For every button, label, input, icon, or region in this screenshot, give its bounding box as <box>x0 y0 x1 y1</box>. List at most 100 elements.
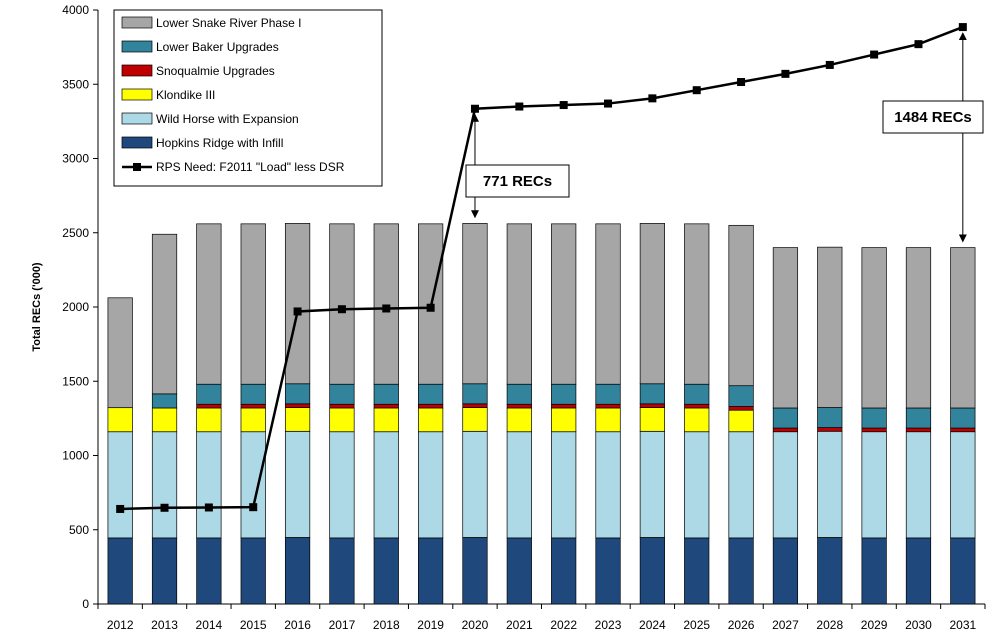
bar-segment <box>373 407 399 433</box>
bar-segment <box>462 537 488 605</box>
bar-segment <box>196 537 222 605</box>
legend-swatch <box>121 40 153 53</box>
bar-segment <box>284 430 311 538</box>
bar-segment <box>950 431 976 539</box>
bar-segment <box>684 537 710 605</box>
bar-segment <box>418 383 444 405</box>
legend-line-marker <box>133 163 141 171</box>
bar-segment <box>861 537 887 605</box>
bar-segment <box>684 407 710 433</box>
bar-segment <box>151 233 178 395</box>
rps-need-marker <box>737 78 746 87</box>
rps-need-marker <box>692 86 701 95</box>
bar-segment <box>284 537 311 605</box>
legend-label: Hopkins Ridge with Infill <box>156 136 283 150</box>
x-tick-label: 2013 <box>151 618 178 632</box>
rps-need-marker <box>337 305 346 314</box>
bar-segment <box>950 247 976 409</box>
x-tick-label: 2023 <box>595 618 622 632</box>
bar-segment <box>506 403 532 409</box>
bar-segment <box>373 537 399 605</box>
bar-segment <box>684 403 710 409</box>
bar-segment <box>373 383 399 405</box>
y-axis-label: Total RECs ('000) <box>31 262 43 352</box>
bar-segment <box>905 407 932 429</box>
bar-segment <box>728 385 754 407</box>
y-tick-label: 2500 <box>62 226 89 240</box>
legend-box <box>113 9 383 187</box>
bar-segment <box>728 409 754 433</box>
rps-need-marker <box>426 303 435 312</box>
bar-segment <box>196 403 222 409</box>
rps-need-marker <box>914 40 923 49</box>
bar-segment <box>373 431 399 539</box>
bar-segment <box>196 431 222 539</box>
x-tick-label: 2014 <box>196 618 223 632</box>
bar-segment <box>595 383 621 405</box>
bar-segment <box>240 223 266 385</box>
rps-need-marker <box>160 503 169 512</box>
bar-segment <box>196 383 222 405</box>
y-tick-label: 3500 <box>62 77 89 91</box>
bar-segment <box>639 383 665 405</box>
x-tick-label: 2020 <box>462 618 489 632</box>
bar-segment <box>462 430 488 538</box>
bar-segment <box>418 403 444 409</box>
bar-segment <box>151 537 178 605</box>
bar-segment <box>551 407 577 433</box>
bar-segment <box>861 247 887 409</box>
bar-segment <box>418 431 444 539</box>
rps-need-marker <box>870 50 879 59</box>
bar-segment <box>240 383 266 405</box>
rps-need-marker <box>293 307 302 316</box>
bar-segment <box>107 537 133 605</box>
bar-segment <box>950 427 976 433</box>
bar-segment <box>728 224 754 387</box>
bar-segment <box>861 427 887 433</box>
bar-segment <box>107 407 133 433</box>
bar-segment <box>551 431 577 539</box>
bar-segment <box>329 383 355 405</box>
bar-segment <box>950 537 976 605</box>
rps-need-marker <box>648 94 657 103</box>
bar-segment <box>905 427 932 433</box>
y-tick-label: 2000 <box>62 300 89 314</box>
bar-segment <box>551 537 577 605</box>
bar-segment <box>418 407 444 433</box>
bar-segment <box>284 407 311 432</box>
bar-segment <box>772 247 799 409</box>
rps-need-marker <box>382 304 391 313</box>
bar-segment <box>639 430 665 538</box>
bar-segment <box>462 223 488 385</box>
bar-segment <box>905 431 932 539</box>
legend-label: RPS Need: F2011 "Load" less DSR <box>156 160 345 174</box>
bar-segment <box>240 431 266 539</box>
bar-segment <box>373 403 399 409</box>
x-tick-label: 2025 <box>683 618 710 632</box>
bar-segment <box>817 246 843 408</box>
bar-segment <box>639 223 665 385</box>
annotation-label: 771 RECs <box>483 173 552 190</box>
bar-segment <box>462 403 488 408</box>
bar-segment <box>861 407 887 429</box>
rps-need-marker <box>825 60 834 69</box>
rps-need-marker <box>470 104 479 113</box>
bar-segment <box>684 383 710 405</box>
bar-segment <box>284 403 311 408</box>
legend-swatch <box>121 136 153 149</box>
legend-swatch <box>121 112 153 125</box>
bar-segment <box>240 407 266 433</box>
bar-segment <box>772 537 799 605</box>
bar-segment <box>772 407 799 429</box>
bar-segment <box>728 537 754 605</box>
y-tick-label: 500 <box>69 523 89 537</box>
bar-segment <box>728 431 754 539</box>
rps-need-marker <box>604 99 613 108</box>
bar-segment <box>684 223 710 385</box>
legend-label: Lower Snake River Phase I <box>156 16 301 30</box>
bar-segment <box>462 407 488 432</box>
bar-segment <box>506 407 532 433</box>
x-tick-label: 2024 <box>639 618 666 632</box>
x-tick-label: 2031 <box>949 618 976 632</box>
bar-segment <box>817 430 843 538</box>
